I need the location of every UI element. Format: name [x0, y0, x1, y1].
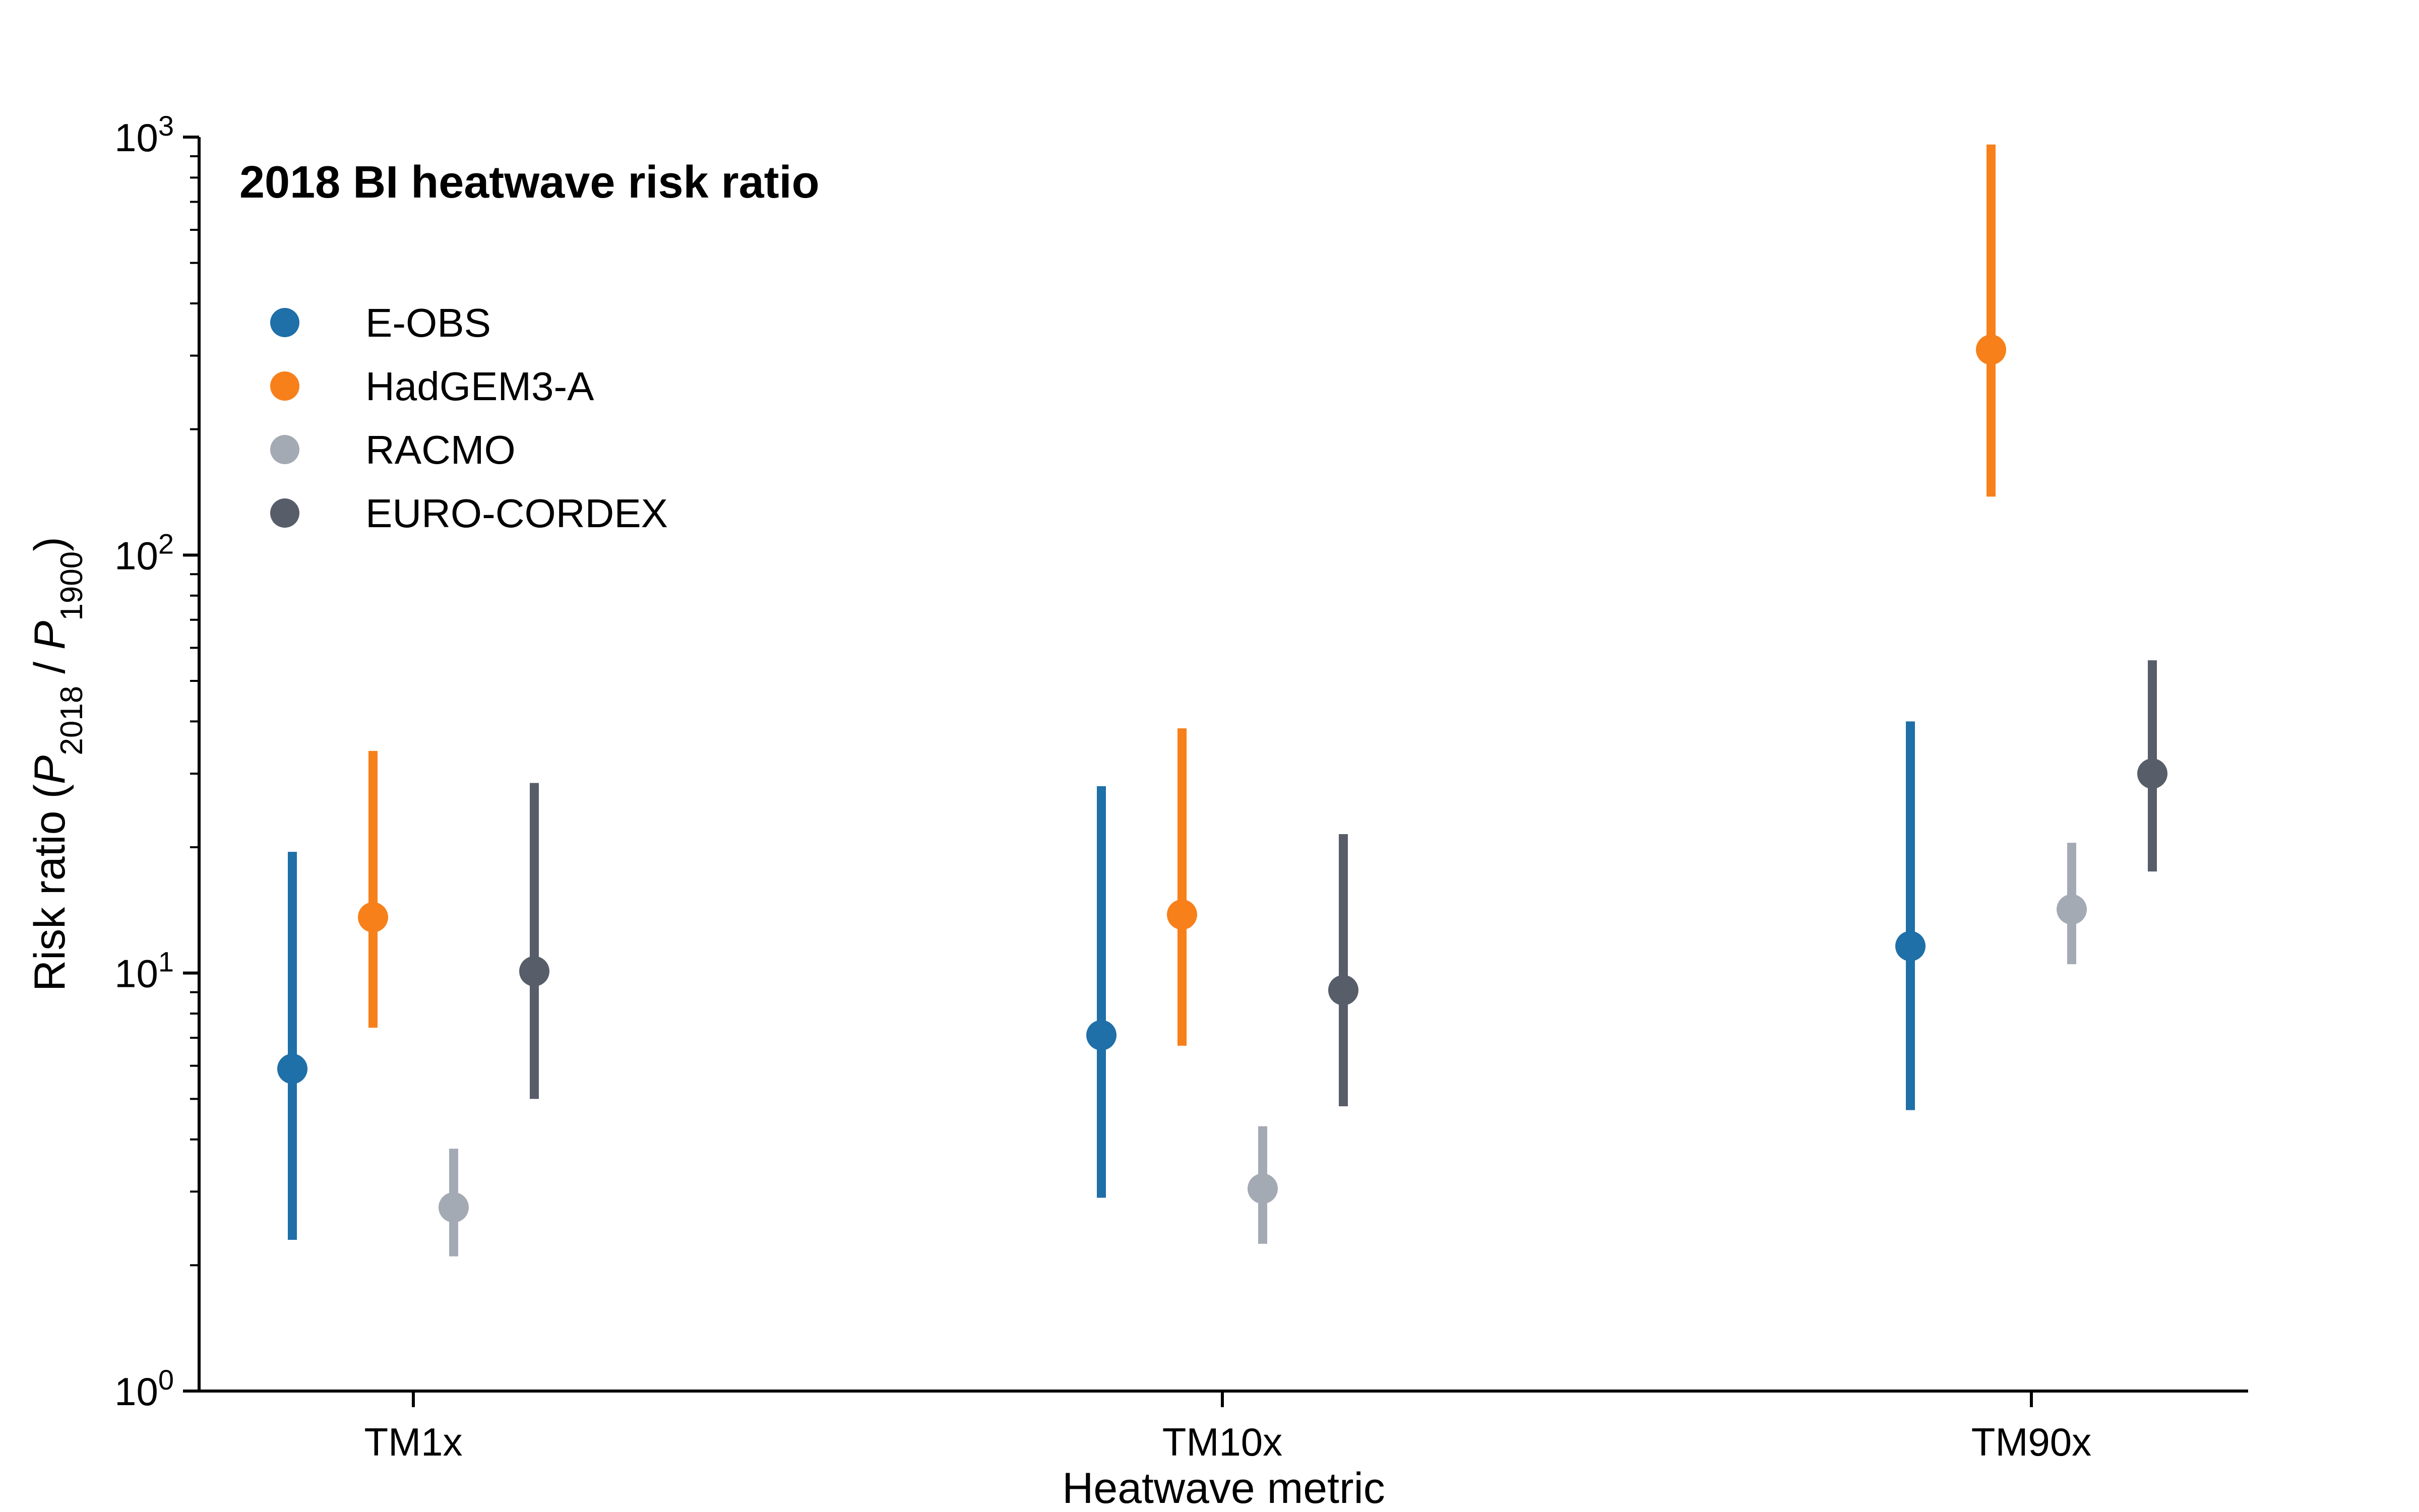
y-label-suffix: ) — [26, 537, 74, 551]
legend-label: E-OBS — [365, 300, 491, 345]
y-tick-label: 101 — [114, 946, 174, 996]
data-point — [1328, 975, 1358, 1005]
y-label-num-sub: 2018 — [54, 686, 89, 755]
chart-title: 2018 BI heatwave risk ratio — [239, 157, 820, 208]
series-E-OBS — [277, 721, 1926, 1240]
x-axis-label: Heatwave metric — [1062, 1464, 1385, 1512]
data-point — [1976, 334, 2006, 365]
y-label-den-var: P — [26, 621, 74, 650]
data-point — [1086, 1020, 1117, 1051]
y-label-den-sub: 1900 — [54, 551, 89, 621]
series-HadGEM3-A — [358, 144, 2006, 1046]
legend-marker — [270, 308, 299, 337]
y-tick-label: 103 — [114, 110, 174, 160]
data-point — [2137, 758, 2167, 789]
y-tick-label: 102 — [114, 528, 174, 578]
x-tick-label: TM90x — [1971, 1420, 2091, 1464]
data-point — [1248, 1173, 1278, 1204]
legend-label: EURO-CORDEX — [365, 491, 668, 536]
legend-label: RACMO — [365, 427, 516, 472]
data-point — [358, 902, 388, 932]
axes — [198, 137, 2248, 1393]
data-point — [519, 956, 549, 987]
y-axis-label: Risk ratio (P2018 / P1900) — [26, 537, 89, 991]
legend-marker — [270, 435, 299, 464]
x-tick-label: TM10x — [1162, 1420, 1282, 1464]
data-point — [439, 1192, 469, 1223]
data-marks — [277, 144, 2167, 1256]
y-label-divider: / — [26, 650, 74, 686]
data-point — [1167, 899, 1197, 930]
legend-marker — [270, 371, 299, 401]
series-RACMO — [439, 843, 2087, 1256]
y-tick-label: 100 — [114, 1364, 174, 1414]
data-point — [1895, 931, 1926, 962]
x-ticks: TM1x TM10x TM90x — [364, 1391, 2091, 1464]
y-major-ticks: 100 101 102 103 — [114, 110, 199, 1414]
y-minor-ticks — [190, 155, 199, 1267]
legend-label: HadGEM3-A — [365, 364, 594, 409]
data-point — [277, 1053, 307, 1084]
legend-marker — [270, 498, 299, 528]
y-label-num-var: P — [26, 755, 74, 784]
x-tick-label: TM1x — [364, 1420, 463, 1464]
y-label-prefix: Risk ratio ( — [26, 784, 74, 991]
data-point — [2057, 894, 2087, 925]
series-EURO-CORDEX — [519, 660, 2167, 1107]
legend: E-OBS HadGEM3-A RACMO EURO-CORDEX — [270, 300, 668, 536]
